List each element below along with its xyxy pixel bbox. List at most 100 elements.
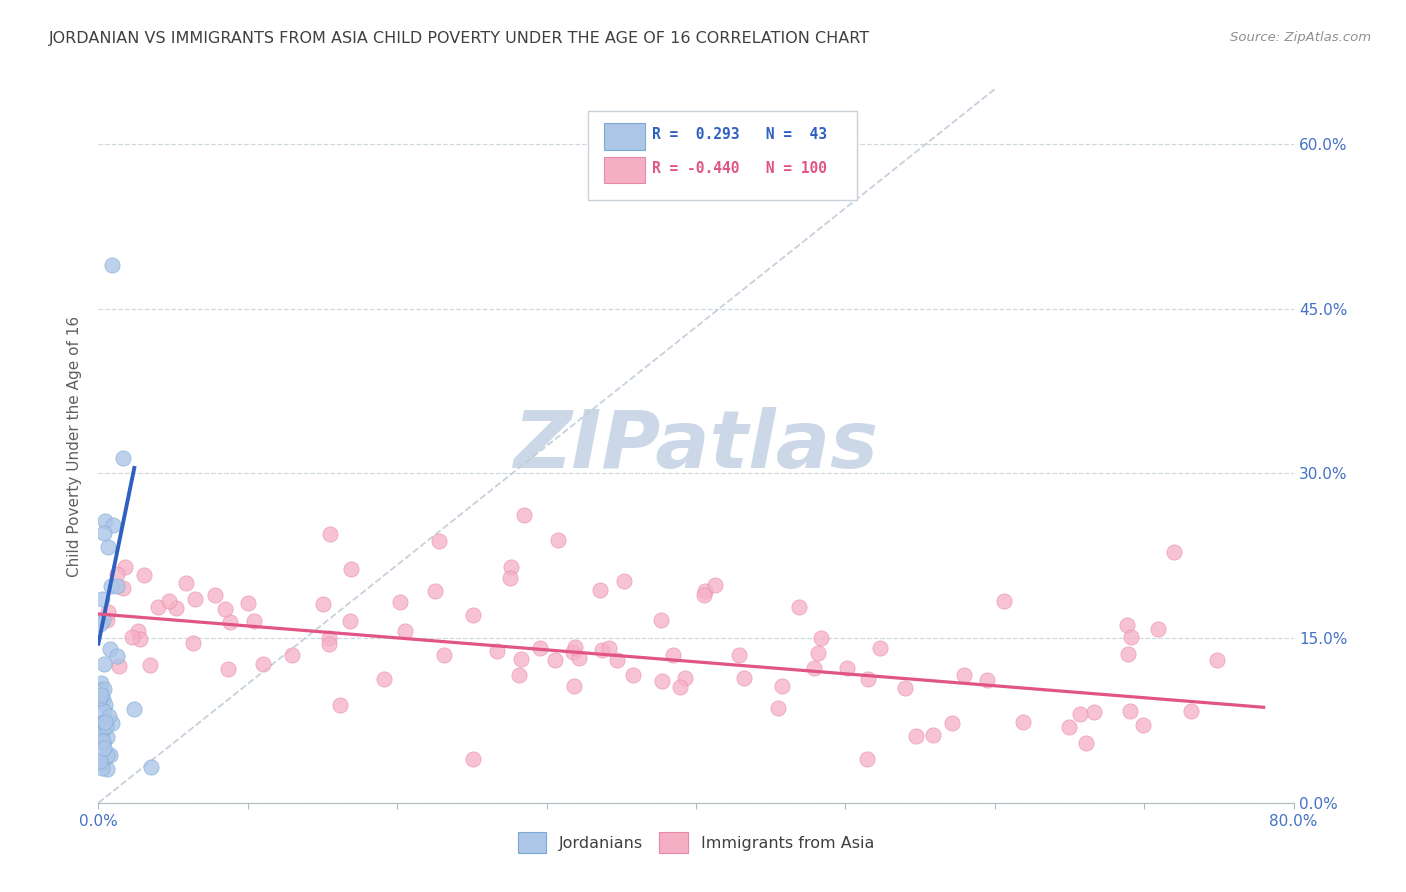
Point xyxy=(93,681,115,696)
Point xyxy=(93,721,115,735)
Point xyxy=(1119,630,1142,644)
Point xyxy=(869,640,891,655)
Point xyxy=(662,648,685,662)
Point xyxy=(204,588,226,602)
Point xyxy=(693,588,716,602)
Point xyxy=(589,582,612,597)
Point xyxy=(427,533,450,548)
FancyBboxPatch shape xyxy=(589,111,858,200)
Point xyxy=(787,599,810,614)
Point xyxy=(766,701,789,715)
Point xyxy=(508,667,530,681)
Point xyxy=(803,661,825,675)
Point xyxy=(89,754,111,768)
Point xyxy=(114,559,136,574)
Point xyxy=(669,680,692,694)
Point xyxy=(90,684,112,698)
Point xyxy=(650,614,672,628)
Point xyxy=(591,643,613,657)
Point xyxy=(312,597,335,611)
Point xyxy=(89,617,111,632)
Point xyxy=(105,566,128,581)
Point xyxy=(499,571,522,585)
Point xyxy=(91,733,114,747)
Point xyxy=(89,682,111,697)
Point xyxy=(214,602,236,616)
Point xyxy=(252,657,274,671)
Point xyxy=(90,728,112,742)
Point xyxy=(564,640,586,654)
Point xyxy=(562,679,585,693)
Point xyxy=(1132,718,1154,732)
Point xyxy=(513,508,536,523)
Point xyxy=(1146,622,1168,636)
Point xyxy=(112,451,135,466)
Point xyxy=(509,652,531,666)
Point xyxy=(1116,647,1139,661)
Point xyxy=(146,600,169,615)
Point xyxy=(181,635,204,649)
Point xyxy=(339,614,361,628)
FancyBboxPatch shape xyxy=(605,123,644,150)
Point xyxy=(217,662,239,676)
Point xyxy=(423,584,446,599)
Point xyxy=(733,672,755,686)
Point xyxy=(1011,714,1033,729)
Point xyxy=(568,651,591,665)
Point xyxy=(96,747,118,762)
Point xyxy=(101,518,124,533)
Point xyxy=(1083,705,1105,719)
Point xyxy=(100,579,122,593)
Point xyxy=(693,583,716,598)
Point xyxy=(485,643,508,657)
Point xyxy=(96,731,118,745)
Point xyxy=(651,673,673,688)
Point xyxy=(93,740,115,755)
Point xyxy=(139,658,162,673)
Legend: Jordanians, Immigrants from Asia: Jordanians, Immigrants from Asia xyxy=(512,826,880,859)
Point xyxy=(501,560,523,574)
Point xyxy=(953,668,976,682)
Point xyxy=(96,613,118,627)
Point xyxy=(108,659,131,673)
Y-axis label: Child Poverty Under the Age of 16: Child Poverty Under the Age of 16 xyxy=(67,316,83,576)
Point xyxy=(91,761,114,775)
Point xyxy=(93,657,115,672)
Point xyxy=(547,533,569,547)
Point xyxy=(111,581,134,595)
Point xyxy=(94,514,117,528)
Point xyxy=(1116,618,1139,632)
Point xyxy=(219,615,242,629)
Point xyxy=(91,592,114,607)
Point xyxy=(236,596,259,610)
Point xyxy=(98,709,121,723)
Point xyxy=(941,715,963,730)
Point xyxy=(97,605,120,619)
Point xyxy=(329,698,352,712)
Point xyxy=(91,735,114,749)
Point xyxy=(1059,719,1081,733)
Point xyxy=(318,637,340,651)
Point xyxy=(132,568,155,582)
Point xyxy=(97,540,120,554)
Point xyxy=(94,719,117,733)
Point xyxy=(93,525,115,540)
Point xyxy=(165,600,187,615)
Point xyxy=(124,702,146,716)
Point xyxy=(157,594,180,608)
Point xyxy=(673,671,696,685)
Point xyxy=(856,752,879,766)
Point xyxy=(373,672,395,686)
Point xyxy=(90,756,112,770)
Point xyxy=(121,630,143,644)
Point xyxy=(98,642,121,657)
Text: ZIPatlas: ZIPatlas xyxy=(513,407,879,485)
Point xyxy=(461,608,484,623)
Point xyxy=(433,648,456,663)
Point xyxy=(922,728,945,742)
Text: JORDANIAN VS IMMIGRANTS FROM ASIA CHILD POVERTY UNDER THE AGE OF 16 CORRELATION : JORDANIAN VS IMMIGRANTS FROM ASIA CHILD … xyxy=(49,31,870,46)
Point xyxy=(139,759,162,773)
Text: Source: ZipAtlas.com: Source: ZipAtlas.com xyxy=(1230,31,1371,45)
Point xyxy=(242,615,264,629)
Point xyxy=(90,676,112,690)
